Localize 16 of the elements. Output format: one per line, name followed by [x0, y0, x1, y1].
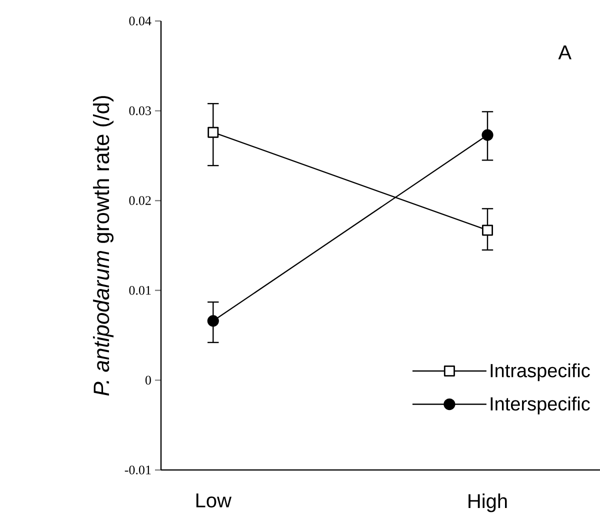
- y-tick-label: -0.01: [124, 466, 151, 474]
- point: [482, 129, 494, 141]
- point: [208, 126, 219, 138]
- y-tick-label: 0.01: [129, 286, 151, 295]
- y-tick-label: 0.02: [129, 196, 151, 206]
- x-tick-label: High: [468, 494, 507, 512]
- annotation: A: [558, 46, 572, 60]
- legend-label: Interspecific: [490, 396, 590, 414]
- point: [207, 315, 219, 327]
- legend-label: Intraspecific: [490, 363, 590, 382]
- y-tick-label: 0.04: [129, 16, 152, 26]
- y-tick-label: 0.03: [129, 106, 151, 116]
- y-tick-label: 0: [145, 376, 151, 385]
- x-tick-label: Low: [196, 494, 232, 508]
- y-axis-title: P. antipodarum growth rate (/d): [93, 96, 114, 396]
- point: [482, 224, 494, 236]
